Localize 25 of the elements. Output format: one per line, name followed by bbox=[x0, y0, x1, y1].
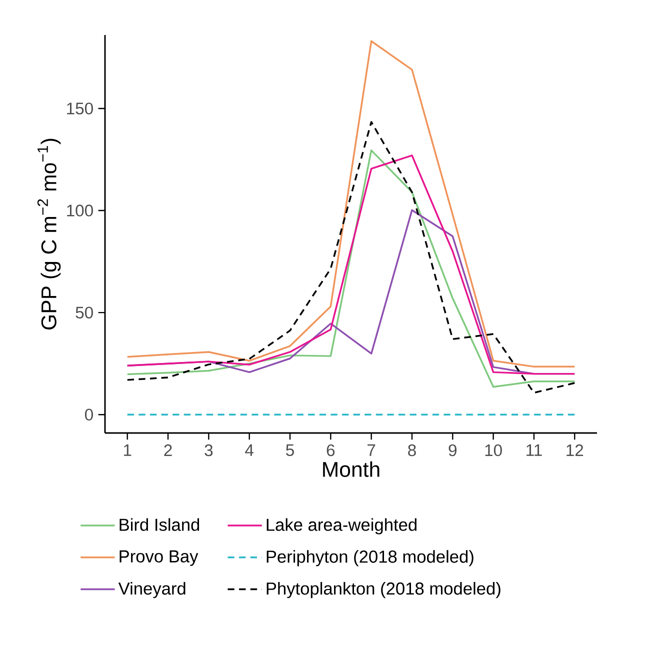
x-tick-label: 1 bbox=[124, 444, 132, 456]
y-tick-label: 150 bbox=[67, 102, 93, 114]
legend-label: Lake area-weighted bbox=[266, 518, 416, 534]
line-series bbox=[126, 40, 576, 368]
x-tick-label: 9 bbox=[448, 444, 456, 456]
x-tick-label: 4 bbox=[245, 444, 254, 456]
y-tick-label: 0 bbox=[85, 408, 93, 421]
legend-label: Provo Bay bbox=[120, 550, 198, 566]
x-axis-title: Month bbox=[323, 461, 380, 477]
x-tick-label: 11 bbox=[526, 444, 542, 456]
legend-label: Bird Island bbox=[120, 518, 200, 531]
x-tick-label: 2 bbox=[164, 444, 172, 456]
x-tick-label: 7 bbox=[368, 444, 376, 456]
x-tick-label: 3 bbox=[204, 444, 213, 456]
x-tick-label: 10 bbox=[485, 444, 502, 456]
x-tick-label: 5 bbox=[286, 444, 294, 456]
x-tick-label: 8 bbox=[408, 444, 416, 456]
y-tick-label: 100 bbox=[67, 204, 93, 216]
legend-label: Periphyton (2018 modeled) bbox=[266, 550, 474, 566]
legend-label: Phytoplankton (2018 modeled) bbox=[266, 582, 500, 598]
x-tick-label: 12 bbox=[566, 444, 584, 456]
legend-label: Vineyard bbox=[118, 582, 186, 598]
x-tick-label: 6 bbox=[326, 444, 335, 456]
y-tick-label: 50 bbox=[76, 306, 93, 318]
y-axis-title: GPP (g C m$^{−2}$ mo$^{−1}$) bbox=[37, 138, 61, 330]
